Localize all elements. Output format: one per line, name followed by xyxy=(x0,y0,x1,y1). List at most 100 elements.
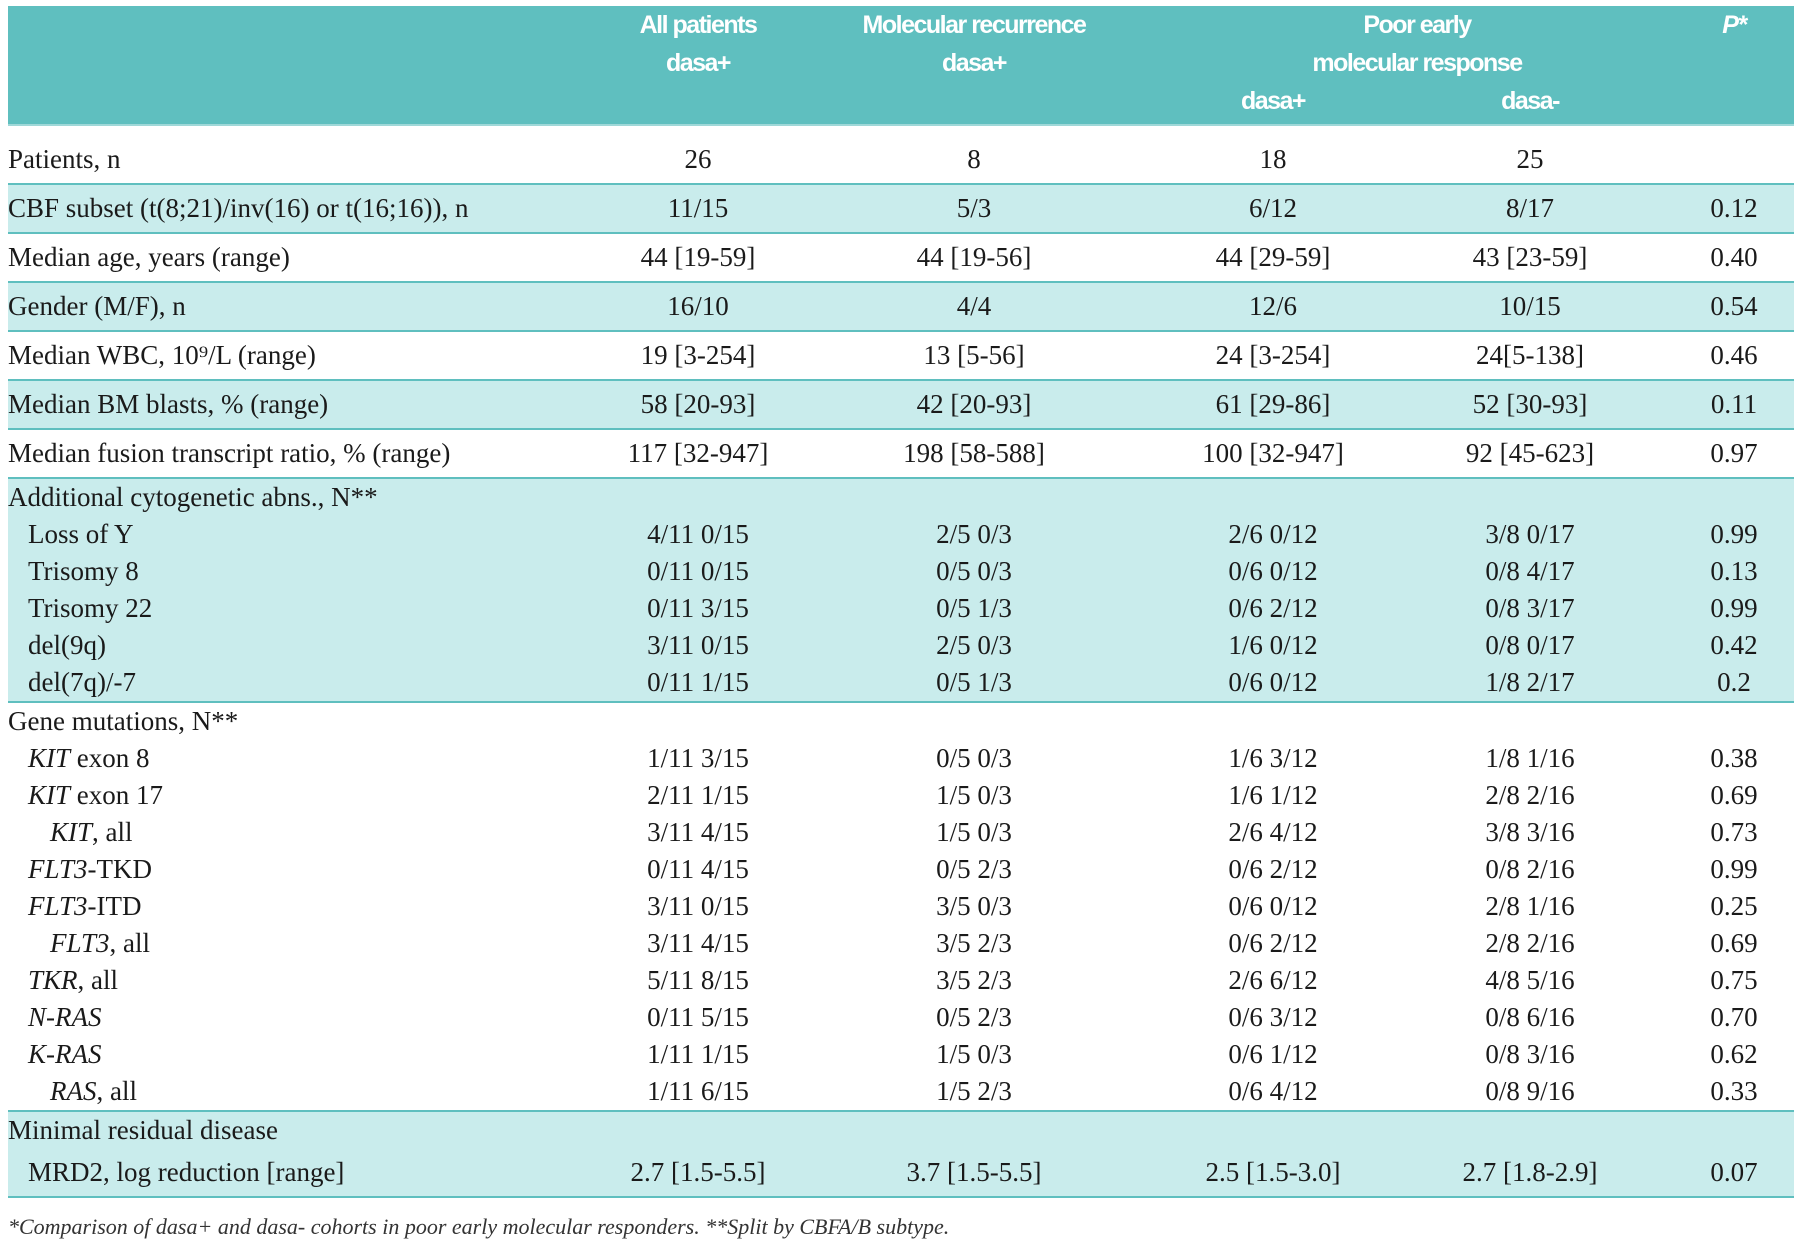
row-label: Trisomy 8 xyxy=(8,553,608,590)
poor-dasa-plus-value: 1/6 1/12 xyxy=(1228,780,1318,810)
p-value: 0.33 xyxy=(1710,1076,1758,1106)
poor-dasa-minus-value: 0/8 3/17 xyxy=(1386,590,1674,627)
poor-dasa-minus-value: 24[5-138] xyxy=(1386,330,1674,380)
header-empty xyxy=(1674,82,1794,125)
poor-dasa-plus-value: 1/6 3/12 xyxy=(1228,743,1318,773)
molecular-recurrence-value: 1/5 0/3 xyxy=(936,1039,1012,1069)
all-patients-value: 3/11 0/15 xyxy=(647,891,749,921)
p-value: 0.70 xyxy=(1710,1002,1758,1032)
all-patients-value: 0/11 1/15 xyxy=(608,664,788,702)
table-bottom-rule xyxy=(8,1196,1794,1199)
molecular-recurrence-value: 13 [5-56] xyxy=(788,330,1160,380)
poor-dasa-plus-value: 2/6 4/12 xyxy=(1228,817,1318,847)
row-label: RAS, all xyxy=(8,1073,608,1111)
poor-dasa-plus-value: 0/6 4/12 xyxy=(1228,1076,1318,1106)
poor-dasa-plus-value xyxy=(1160,701,1386,740)
row-label: N-RAS xyxy=(8,999,608,1036)
all-patients-value: 117 [32-947] xyxy=(608,428,788,478)
row-label: FLT3-TKD xyxy=(8,851,608,888)
all-patients-value: 3/11 4/15 xyxy=(647,928,749,958)
poor-dasa-plus-value: 2/6 6/12 xyxy=(1228,965,1318,995)
table-row: Loss of Y 4/11 0/15 2/5 0/3 2/6 0/12 3/8 0/1… xyxy=(8,516,1794,553)
molecular-recurrence-value: 2/5 0/3 xyxy=(788,627,1160,664)
poor-dasa-plus-value: 44 [29-59] xyxy=(1160,232,1386,282)
molecular-recurrence-value: 0/5 1/3 xyxy=(788,664,1160,702)
gene-name: N-RAS xyxy=(28,1002,102,1032)
p-value xyxy=(1674,136,1794,184)
row-label-text: Median age, years (range) xyxy=(8,242,290,272)
p-value: 0.69 xyxy=(1710,928,1758,958)
poor-dasa-minus-value: 2.7 [1.8-2.9] xyxy=(1386,1149,1674,1197)
table-row: del(7q)/-7 0/11 1/15 0/5 1/3 0/6 0/12 1/8 2/… xyxy=(8,664,1794,702)
poor-dasa-plus-value: 6/12 xyxy=(1160,183,1386,233)
poor-dasa-plus-value: 0/6 3/12 xyxy=(1228,1002,1318,1032)
poor-dasa-minus-value: 0/8 3/16 xyxy=(1485,1039,1575,1069)
table-row: K-RAS 1/11 1/15 1/5 0/3 0/6 1/12 0/8 3/16 0.6… xyxy=(8,1036,1794,1073)
poor-dasa-plus-value: 12/6 xyxy=(1160,281,1386,331)
row-label-text: Patients, n xyxy=(8,144,121,174)
header-empty xyxy=(1674,44,1794,82)
table-row: FLT3-TKD 0/11 4/15 0/5 2/3 0/6 2/12 0/8 2/16… xyxy=(8,851,1794,888)
table-row: Gene mutations, N** xyxy=(8,701,1794,740)
row-label: Median age, years (range) xyxy=(8,232,608,282)
all-patients-value: 26 xyxy=(684,144,712,174)
all-patients-value: 0/11 4/15 xyxy=(647,854,749,884)
row-label-text: -TKD xyxy=(87,854,152,884)
poor-dasa-minus-value xyxy=(1386,701,1674,740)
molecular-recurrence-value: 1/5 0/3 xyxy=(936,780,1012,810)
poor-dasa-minus-value: 4/8 5/16 xyxy=(1485,965,1575,995)
row-label: Patients, n xyxy=(8,136,608,184)
row-label-text: , all xyxy=(96,1076,138,1106)
all-patients-value: 3/11 4/15 xyxy=(647,817,749,847)
table-row: FLT3-ITD 3/11 0/15 3/5 0/3 0/6 0/12 2/8 1/16… xyxy=(8,888,1794,925)
poor-dasa-minus-value: 2/8 2/16 xyxy=(1485,780,1575,810)
header-text: P* xyxy=(1722,11,1747,39)
gene-name: KIT xyxy=(50,817,93,847)
header-empty xyxy=(8,44,608,82)
all-patients-value: 44 [19-59] xyxy=(608,232,788,282)
header-dasa-plus: dasa+ xyxy=(1160,82,1386,125)
molecular-recurrence-value: 3/5 2/3 xyxy=(936,928,1012,958)
poor-dasa-minus-value: 2/8 2/16 xyxy=(1485,928,1575,958)
row-label: Additional cytogenetic abns., N** xyxy=(8,477,608,516)
gene-name: RAS xyxy=(50,1076,97,1106)
poor-dasa-minus-value: 2/8 1/16 xyxy=(1485,891,1575,921)
poor-dasa-minus-value: 0/8 0/17 xyxy=(1386,627,1674,664)
header-all-patients-sub: dasa+ xyxy=(608,44,788,82)
p-value: 0.69 xyxy=(1710,780,1758,810)
poor-dasa-minus-value: 92 [45-623] xyxy=(1386,428,1674,478)
poor-dasa-plus-value: 0/6 0/12 xyxy=(1228,891,1318,921)
all-patients-value: 5/11 8/15 xyxy=(647,965,749,995)
p-value xyxy=(1674,1110,1794,1149)
all-patients-value xyxy=(608,701,788,740)
poor-dasa-plus-value xyxy=(1160,1110,1386,1149)
header-text: All patients xyxy=(639,11,758,39)
poor-dasa-minus-value: 25 xyxy=(1516,144,1544,174)
header-text: dasa- xyxy=(1501,87,1560,115)
patient-characteristics-table: All patients Molecular recurrence Poor e… xyxy=(8,6,1794,1199)
p-value: 0.99 xyxy=(1710,854,1758,884)
poor-dasa-plus-value: 24 [3-254] xyxy=(1160,330,1386,380)
molecular-recurrence-value: 0/5 0/3 xyxy=(936,743,1012,773)
row-label: Minimal residual disease xyxy=(8,1110,608,1149)
all-patients-value: 1/11 3/15 xyxy=(647,743,749,773)
poor-dasa-minus-value: 0/8 6/16 xyxy=(1485,1002,1575,1032)
p-value: 0.46 xyxy=(1674,330,1794,380)
p-value: 0.13 xyxy=(1674,553,1794,590)
molecular-recurrence-value: 42 [20-93] xyxy=(788,379,1160,429)
gene-name: TKR xyxy=(28,965,78,995)
row-label: Gender (M/F), n xyxy=(8,281,608,331)
poor-dasa-minus-value: 0/8 4/17 xyxy=(1386,553,1674,590)
row-label-text: exon 17 xyxy=(70,780,164,810)
row-label: CBF subset (t(8;21)/inv(16) or t(16;16))… xyxy=(8,183,608,233)
all-patients-value: 2/11 1/15 xyxy=(647,780,749,810)
row-label: KIT exon 17 xyxy=(8,777,608,814)
footnote: *Comparison of dasa+ and dasa- cohorts i… xyxy=(8,1214,950,1239)
molecular-recurrence-value: 0/5 1/3 xyxy=(788,590,1160,627)
header-text: dasa+ xyxy=(1240,87,1307,115)
table-row: N-RAS 0/11 5/15 0/5 2/3 0/6 3/12 0/8 6/16 0.7… xyxy=(8,999,1794,1036)
row-label-text: exon 8 xyxy=(70,743,150,773)
all-patients-value: 16/10 xyxy=(608,281,788,331)
header-poor-early: Poor early xyxy=(1160,6,1674,44)
row-label-text: del(9q) xyxy=(28,630,106,660)
